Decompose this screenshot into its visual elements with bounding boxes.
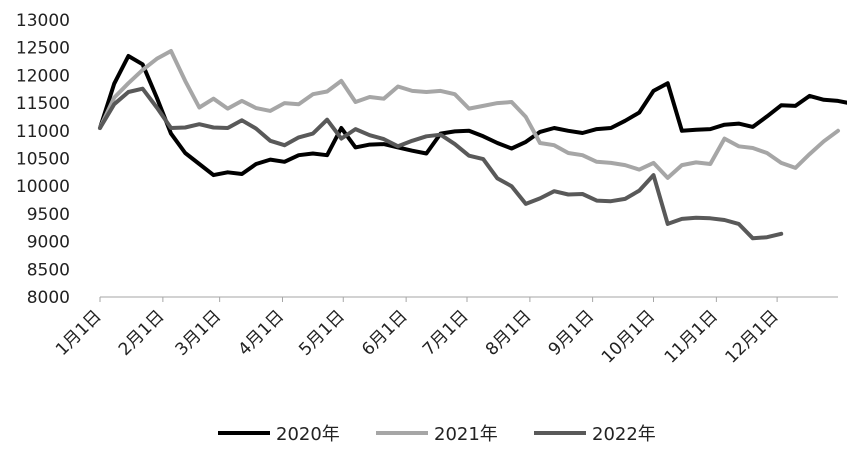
x-axis-ticks: 1月1日 2月1日 3月1日 4月1日 5月1日 6月1日 7月1日 8月1日 9月1日 10月1… (52, 297, 783, 368)
x-tick-label: 2月1日 (115, 306, 168, 359)
series-lines (98, 49, 847, 241)
series-line-1 (98, 54, 847, 178)
y-tick-label: 8000 (27, 288, 70, 308)
x-tick-label: 6月1日 (358, 306, 411, 359)
x-tick-label: 9月1日 (545, 306, 598, 359)
x-tick-label: 1月1日 (52, 306, 105, 359)
x-tick-label: 5月1日 (295, 306, 348, 359)
series-line-2 (98, 49, 840, 180)
legend: 2020年 2021年 2022年 (218, 424, 656, 445)
x-tick-label: 7月1日 (419, 306, 472, 359)
legend-label: 2022年 (592, 424, 656, 445)
x-tick-label: 10月1日 (598, 306, 659, 367)
x-tick-label: 3月1日 (172, 306, 225, 359)
y-axis-tick-labels: 8000 8500 9000 9500 10000 10500 11000 11500 1200… (16, 11, 70, 308)
y-tick-label: 10500 (16, 150, 70, 170)
legend-label: 2020年 (276, 424, 340, 445)
y-tick-label: 8500 (27, 260, 70, 280)
y-tick-label: 13000 (16, 11, 70, 31)
legend-label: 2021年 (434, 424, 498, 445)
y-tick-label: 10000 (16, 177, 70, 197)
y-tick-label: 12500 (16, 39, 70, 59)
y-tick-label: 9500 (27, 205, 70, 225)
series-line-3 (98, 86, 784, 241)
y-tick-label: 9000 (27, 233, 70, 253)
x-tick-label: 11月1日 (661, 306, 722, 367)
x-tick-label: 4月1日 (235, 306, 288, 359)
x-tick-label: 12月1日 (722, 306, 783, 367)
y-tick-label: 11000 (16, 122, 70, 142)
y-tick-label: 11500 (16, 94, 70, 114)
x-tick-label: 8月1日 (482, 306, 535, 359)
y-tick-label: 12000 (16, 66, 70, 86)
